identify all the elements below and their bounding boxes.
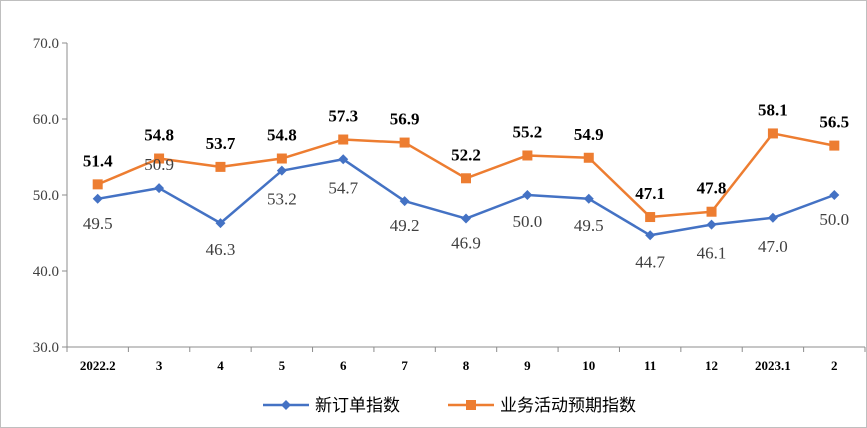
- y-tick-label: 50.0: [33, 188, 59, 204]
- data-point: [829, 190, 840, 200]
- data-point: [154, 153, 165, 164]
- x-tick-label: 2023.1: [755, 358, 791, 373]
- x-tick-label: 12: [705, 358, 718, 373]
- data-label: 54.7: [328, 178, 358, 197]
- data-label: 46.3: [206, 240, 236, 259]
- legend-marker: [281, 400, 291, 410]
- data-labels: 49.5 50.9 46.3 53.2 54.7 49.2 46.9 50.0 49.5 44.7…: [83, 100, 849, 271]
- x-tick-label: 6: [340, 358, 347, 373]
- data-point: [706, 219, 717, 230]
- data-label: 47.0: [758, 237, 788, 256]
- data-point: [767, 212, 778, 223]
- data-point: [461, 213, 471, 224]
- legend-marker: [466, 400, 476, 410]
- data-point: [706, 206, 717, 217]
- data-point: [522, 150, 533, 161]
- data-label: 54.8: [144, 126, 174, 145]
- x-tick-label: 3: [156, 358, 163, 373]
- data-label: 50.0: [819, 210, 849, 229]
- data-label: 46.9: [451, 234, 481, 253]
- data-label: 53.7: [206, 134, 236, 153]
- y-tick-label: 30.0: [33, 340, 59, 356]
- x-tick-label: 2: [831, 358, 838, 373]
- x-tick-label: 9: [524, 358, 531, 373]
- data-label: 47.8: [697, 179, 727, 198]
- data-point: [645, 230, 656, 241]
- data-point: [276, 165, 287, 176]
- x-tick-label: 8: [463, 358, 470, 373]
- data-point: [338, 154, 349, 165]
- data-point: [645, 212, 656, 223]
- data-label: 57.3: [328, 107, 358, 126]
- y-tick-label: 70.0: [33, 36, 59, 52]
- legend-label: 新订单指数: [315, 396, 400, 416]
- x-tick-label: 10: [582, 358, 595, 373]
- data-label: 49.5: [83, 214, 113, 233]
- data-point: [92, 179, 103, 190]
- data-label: 58.1: [758, 100, 788, 119]
- x-tick-label: 4: [217, 358, 224, 373]
- x-tick-label: 2022.2: [80, 358, 116, 373]
- data-label: 49.2: [390, 216, 420, 235]
- x-tick-label: 7: [401, 358, 408, 373]
- data-label: 56.9: [390, 110, 420, 129]
- data-label: 47.1: [635, 184, 665, 203]
- data-point: [338, 134, 349, 145]
- y-tick-label: 40.0: [33, 264, 59, 280]
- x-tick-label: 11: [644, 358, 656, 373]
- data-label: 55.2: [513, 122, 543, 141]
- data-label: 46.1: [697, 244, 727, 263]
- data-label: 53.2: [267, 190, 297, 209]
- data-label: 52.2: [451, 145, 481, 164]
- data-point: [92, 193, 103, 204]
- y-tick-label: 60.0: [33, 112, 59, 128]
- data-label: 49.5: [574, 216, 604, 235]
- data-point: [399, 196, 410, 207]
- data-point: [276, 153, 287, 164]
- data-label: 50.9: [144, 155, 174, 174]
- series-markers: [92, 128, 840, 241]
- data-point: [399, 137, 410, 148]
- data-label: 50.0: [513, 212, 543, 231]
- axes: 30.0 40.0 50.0 60.0 70.0 2022.2 3 4 5 6 7 8 9 10 11 12 2…: [33, 36, 866, 373]
- data-point: [215, 218, 226, 229]
- data-point: [583, 152, 594, 163]
- data-point: [215, 161, 226, 172]
- legend-label: 业务活动预期指数: [500, 396, 636, 416]
- data-point: [522, 190, 533, 200]
- data-label: 54.9: [574, 125, 604, 144]
- data-point: [767, 128, 778, 139]
- data-point: [829, 140, 840, 151]
- data-point: [154, 183, 165, 194]
- legend: 新订单指数 业务活动预期指数: [263, 396, 636, 416]
- data-point: [583, 193, 594, 204]
- data-label: 56.5: [819, 113, 849, 132]
- data-label: 54.8: [267, 126, 297, 145]
- x-tick-label: 5: [279, 358, 286, 373]
- data-label: 51.4: [83, 151, 113, 170]
- data-label: 44.7: [635, 252, 665, 271]
- data-point: [461, 173, 471, 184]
